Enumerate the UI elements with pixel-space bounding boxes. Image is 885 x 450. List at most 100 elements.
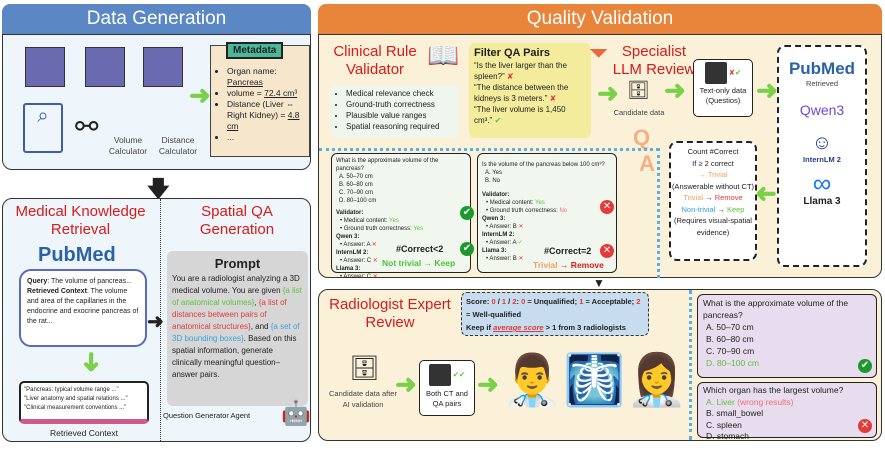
- radiologist-title: Radiologist Expert Review: [329, 296, 451, 331]
- data-generation-header: Data Generation: [2, 4, 311, 34]
- rule-item: Spatial reasoning required: [346, 121, 456, 132]
- filter-item: “The distance between the kidneys is 3 m…: [474, 82, 586, 104]
- retrieval-title: Medical Knowledge Retrieval: [15, 203, 146, 238]
- filter-text: “Is the liver larger than the spleen?”: [474, 61, 567, 81]
- validator-line: • Answer: B ✕: [482, 255, 612, 263]
- rules-box: Medical relevance checkGround-truth corr…: [331, 85, 459, 137]
- line-value: ✕: [372, 258, 378, 264]
- review-question: Which organ has the largest volume?: [703, 385, 844, 395]
- line-label: Qwen 3:: [482, 216, 506, 222]
- candidate-after-ai-label: Candidate data after AI validation: [329, 389, 397, 409]
- divider: [160, 199, 161, 441]
- metadata-organ-value: Pancreas: [227, 77, 263, 87]
- rule-line: → Trivial: [698, 170, 728, 179]
- retrieved-context-box: "Pancreas: typical volume range ..." "Li…: [19, 381, 149, 424]
- rule-item: Plausible value ranges: [346, 110, 456, 121]
- validator-line: Qwen 3:: [336, 233, 466, 241]
- prompt-text-end: . Based on this spatial information, gen…: [172, 334, 297, 379]
- line-label: • Answer: B: [486, 224, 519, 230]
- retrieved-item: "Pancreas: typical volume range ...": [24, 387, 119, 393]
- example-card-remove: Is the volume of the pancreas below 100 …: [477, 153, 617, 273]
- option: D. stomach: [706, 431, 749, 441]
- candidate-data-label: Candidate data: [613, 108, 665, 117]
- validator-line: Validator:: [336, 209, 466, 217]
- meta-infinity-icon: ∞: [812, 168, 832, 198]
- arrow-right-icon: ➜: [597, 78, 619, 108]
- metadata-distance: Distance (Liver ⇔ Right Kidney) =: [227, 99, 295, 120]
- book-icon: 📖: [427, 40, 460, 70]
- s: 0: [521, 297, 526, 306]
- metadata-title: Metadata: [226, 42, 284, 59]
- prompt-distances: {a list of distances between pairs of an…: [172, 298, 287, 331]
- option: B. No: [485, 178, 501, 184]
- rule-item: Medical relevance check: [346, 88, 456, 99]
- retrieved-item: "Liver anatomy and spatial relations ...…: [24, 396, 128, 402]
- line-label: Validator:: [336, 210, 364, 216]
- example-question: What is the approximate volume of the pa…: [336, 158, 439, 172]
- arrow-right-icon: ➜: [147, 311, 164, 333]
- both-label: Both CT and QA pairs: [426, 389, 468, 408]
- check-badge-icon: ✔: [460, 206, 474, 220]
- cross-icon: ✘: [549, 94, 557, 103]
- keep-rule: > 1 from 3 radiologists: [543, 323, 626, 332]
- prompt-sep: , and: [250, 322, 271, 331]
- internlm-logo: InternLM 2: [803, 155, 841, 164]
- arrow-right-icon: ➜: [395, 369, 417, 399]
- retrieved-context-label: Retrieved Context: [49, 428, 119, 438]
- validator-line: • Answer: A ✓: [482, 239, 612, 247]
- rule-line: (Answerable without CT): [671, 181, 755, 191]
- metadata-volume: volume =: [227, 88, 265, 98]
- line-label: • Ground truth correctness:: [486, 208, 560, 214]
- line-value: Yes: [413, 226, 424, 232]
- prompt-title: Prompt: [214, 256, 261, 271]
- graph-icon: ⚯: [75, 111, 99, 142]
- metadata-more: ...: [227, 132, 305, 143]
- cross-icon: ✘: [506, 72, 514, 81]
- ct-volume-3: [143, 47, 183, 87]
- line-value: ✓: [517, 240, 523, 246]
- line-label: • Medical content:: [486, 200, 536, 206]
- option: C. 70–90 cm: [706, 346, 755, 356]
- s: /: [506, 297, 513, 306]
- check-badge-icon: ✔: [858, 359, 872, 373]
- prompt-text: You are a radiologist analyzing a 3D med…: [172, 274, 300, 295]
- line-value: Yes: [535, 200, 545, 206]
- validator-line: • Answer: B ✕: [482, 223, 612, 231]
- query-text: : The volume of pancreas...: [47, 278, 132, 285]
- arrow-right-icon: ➜: [756, 75, 778, 105]
- s: 2: [512, 297, 517, 306]
- text-only-data-box: ✘✔ Text-only data (Questios): [693, 59, 753, 117]
- trivial-rule-box: Count #Correct If ≥ 2 correct → Trivial …: [669, 141, 757, 261]
- correct-count: #Correct=2: [544, 246, 592, 256]
- line-label: Llama 3:: [482, 248, 507, 254]
- line-value: ✕: [518, 256, 524, 262]
- trivial: Trivial: [533, 260, 558, 270]
- line-label: Validator:: [482, 192, 510, 198]
- qa-bubble-icon: Q A: [633, 125, 655, 176]
- pubmed-logo: PubMed: [788, 59, 856, 78]
- radiologist-panel: Radiologist Expert Review Score: 0 / 1 /…: [318, 289, 882, 441]
- line-value: Yes: [389, 218, 399, 224]
- metadata-distance-value: 4.8 cm: [227, 110, 300, 131]
- quality-top: Clinical Rule Validator 📖 Medical releva…: [318, 34, 882, 281]
- s: 1: [579, 297, 584, 306]
- review-card-wrong: Which organ has the largest volume? A. L…: [697, 382, 877, 441]
- validator-line: • Answer: A ✕: [336, 241, 466, 249]
- both-ct-qa-box: ✔✔ Both CT and QA pairs: [419, 360, 475, 416]
- distance-calculator-label: Distance Calculator: [158, 135, 198, 156]
- filter-text: “The distance between the kidneys is 3 m…: [474, 83, 569, 103]
- keep: Keep: [726, 204, 745, 214]
- validator-line: • Answer: C ✕: [336, 273, 466, 281]
- option: A. Yes: [485, 170, 503, 176]
- option: C. 70–90 cm: [339, 190, 374, 196]
- pubmed-logo: PubMed: [38, 244, 116, 266]
- line-label: InternLM 2:: [336, 250, 369, 256]
- quality-validation-header: Quality Validation: [318, 4, 882, 34]
- llm-models-box: PubMed Retrieved Qwen3 ☺ InternLM 2 ∞ Ll…: [777, 45, 867, 267]
- validator-line: Llama 3:: [482, 247, 612, 255]
- metadata-organ: Organ name:: [227, 66, 277, 76]
- s: = Acceptable;: [583, 297, 637, 306]
- rule-item: Ground-truth correctness: [346, 99, 456, 110]
- non-trivial: Non-trivial: [681, 204, 716, 214]
- context-text: : The volume and area of the capillaries…: [27, 288, 139, 325]
